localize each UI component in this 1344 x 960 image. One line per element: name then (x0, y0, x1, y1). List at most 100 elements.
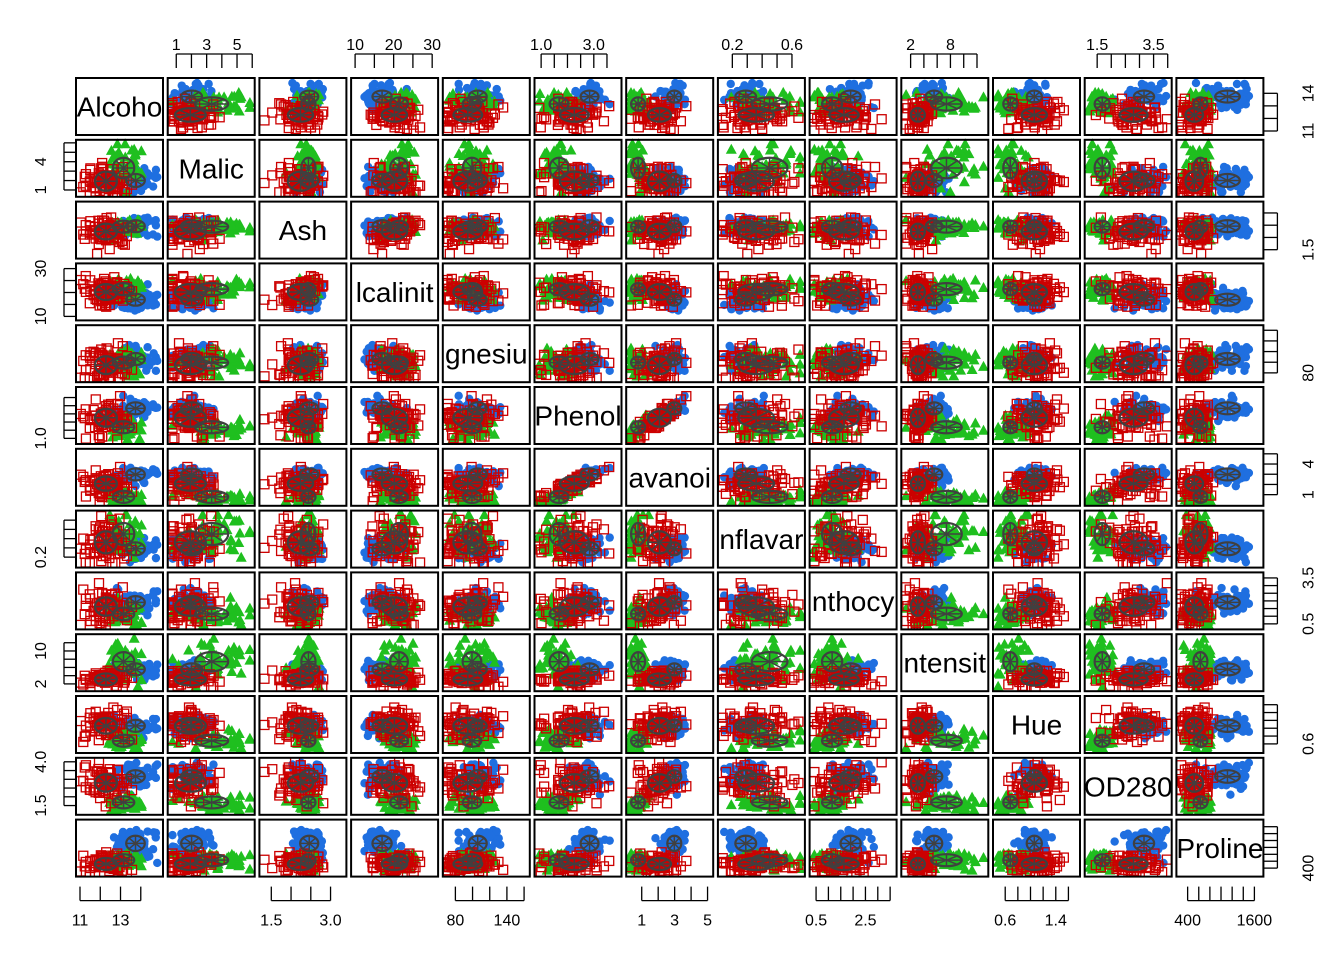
point-class-2 (675, 116, 687, 127)
point-class-2 (789, 101, 800, 112)
point-class-1 (291, 81, 301, 90)
scatter-panel-malic-vs-ash (259, 138, 329, 198)
ellipse-class-3 (548, 156, 570, 180)
ellipse-class-2 (452, 107, 484, 123)
point-class-2 (365, 109, 376, 120)
point-class-2 (293, 164, 305, 175)
point-class-2 (876, 114, 887, 125)
point-class-2 (1003, 123, 1014, 135)
point-class-2 (454, 122, 465, 133)
ellipse-class-3 (389, 219, 409, 234)
ellipse-class-3 (111, 156, 136, 180)
point-class-2 (1153, 122, 1164, 134)
scatter-panel-malic-vs-flavanoids (625, 138, 692, 198)
panel-frame (258, 77, 348, 136)
panel-frame (625, 138, 715, 198)
point-class-2 (442, 125, 453, 136)
ellipse-class-2 (646, 107, 673, 123)
diagonal-label: Alcoho (77, 92, 163, 123)
point-class-1 (148, 182, 158, 191)
point-class-2 (632, 112, 643, 123)
point-class-2 (604, 177, 615, 189)
point-class-2 (642, 119, 654, 130)
ellipse-class-3 (930, 156, 963, 180)
point-class-2 (826, 122, 837, 134)
point-class-2 (482, 182, 493, 193)
point-class-2 (747, 119, 758, 130)
point-class-2 (1006, 114, 1017, 125)
point-class-2 (497, 183, 509, 194)
scatter-panel-alcohol-vs-flavanoids (625, 78, 692, 136)
point-class-2 (793, 112, 804, 123)
point-class-3 (477, 161, 489, 172)
ellipse-class-3 (389, 96, 409, 112)
scatter-panel-malic-vs-alcohol (75, 138, 162, 198)
point-class-2 (410, 215, 421, 226)
ellipse-class-2 (173, 107, 207, 123)
point-class-2 (447, 98, 459, 109)
point-class-1 (494, 217, 503, 226)
point-class-3 (992, 171, 1004, 182)
panel-frame (350, 200, 440, 260)
point-class-1 (678, 81, 687, 90)
point-class-3 (534, 88, 546, 99)
point-class-2 (376, 248, 388, 260)
ellipse-class-1 (666, 89, 683, 104)
point-class-2 (487, 163, 499, 174)
panel-frame (75, 138, 164, 198)
point-class-3 (1086, 138, 1098, 149)
point-class-1 (825, 84, 835, 94)
point-class-3 (794, 96, 806, 107)
point-class-3 (725, 143, 737, 154)
scatter-panel-malic-vs-intensity (900, 138, 990, 198)
point-class-2 (718, 122, 729, 133)
point-class-3 (942, 138, 954, 149)
point-class-1 (726, 79, 735, 89)
point-class-1 (1242, 170, 1251, 179)
point-class-2 (288, 96, 299, 108)
point-class-2 (725, 98, 736, 109)
point-class-3 (1104, 138, 1116, 149)
point-class-3 (463, 138, 475, 149)
point-class-2 (876, 173, 887, 184)
panel-frame (716, 138, 806, 198)
ellipse-class-1 (1214, 89, 1241, 104)
point-class-1 (1232, 105, 1242, 115)
panel-frame (166, 77, 256, 136)
point-class-1 (360, 221, 369, 230)
scatter-panel-alcohol-vs-hue (992, 78, 1070, 136)
ellipse-class-2 (909, 107, 926, 123)
point-class-2 (280, 99, 291, 111)
point-class-2 (91, 248, 103, 260)
scatter-panel-ash-vs-alcalinity (360, 212, 426, 260)
point-class-2 (78, 181, 89, 193)
ellipse-class-3 (300, 156, 317, 180)
point-class-2 (642, 164, 654, 176)
panel-frame (258, 138, 348, 198)
point-class-3 (958, 151, 970, 162)
scatter-panel-ash-vs-alcohol (75, 212, 162, 260)
point-class-3 (969, 168, 981, 179)
scatter-panel-alcohol-vs-intensity (900, 78, 990, 136)
point-class-3 (551, 143, 563, 154)
point-class-3 (292, 150, 304, 161)
point-class-2 (1111, 177, 1122, 188)
point-class-1 (360, 92, 369, 102)
ellipse-class-1 (371, 172, 393, 189)
point-class-2 (318, 170, 329, 181)
ellipse-class-2 (646, 170, 673, 192)
point-class-1 (177, 81, 186, 90)
point-class-2 (809, 125, 820, 136)
scatter-panel-malic-vs-alcalinity (360, 138, 426, 198)
point-class-2 (172, 96, 183, 108)
panel-frame (716, 77, 806, 136)
ellipse-class-2 (828, 170, 860, 192)
point-class-2 (774, 113, 785, 124)
point-class-2 (203, 119, 214, 130)
point-class-2 (497, 102, 509, 113)
point-class-2 (182, 248, 193, 260)
point-class-1 (149, 217, 158, 226)
point-class-1 (869, 103, 879, 113)
point-class-1 (918, 81, 927, 90)
point-class-1 (571, 87, 580, 97)
